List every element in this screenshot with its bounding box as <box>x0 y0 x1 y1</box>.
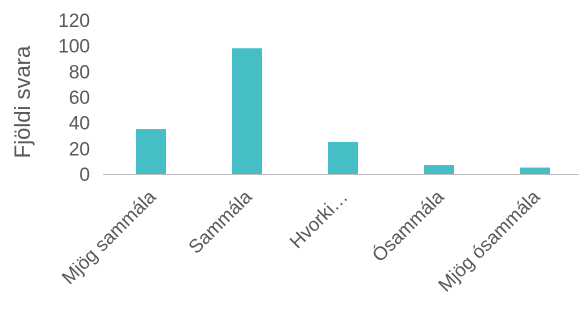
bar <box>424 165 454 174</box>
bar <box>136 129 166 174</box>
y-tick-label: 20 <box>69 139 90 160</box>
y-axis-title: Fjöldi svara <box>10 45 35 158</box>
y-tick-label: 100 <box>58 37 90 58</box>
y-tick-label: 40 <box>69 114 90 135</box>
y-tick-label: 0 <box>79 165 90 186</box>
bar <box>328 141 358 174</box>
y-tick-label: 80 <box>69 62 90 83</box>
bar <box>520 167 550 174</box>
x-category-label: Mjög ósammála <box>435 186 545 296</box>
x-category-label: Ósammála <box>368 186 449 267</box>
x-category-label: Sammála <box>185 186 257 258</box>
bar <box>232 48 262 174</box>
x-category-label: Mjög sammála <box>58 186 161 289</box>
y-tick-labels: 0 20 40 60 80 100 120 <box>58 11 90 186</box>
y-tick-label: 120 <box>58 11 90 32</box>
bars <box>136 48 550 174</box>
y-tick-label: 60 <box>69 88 90 109</box>
x-category-label: Hvorki… <box>286 187 352 253</box>
